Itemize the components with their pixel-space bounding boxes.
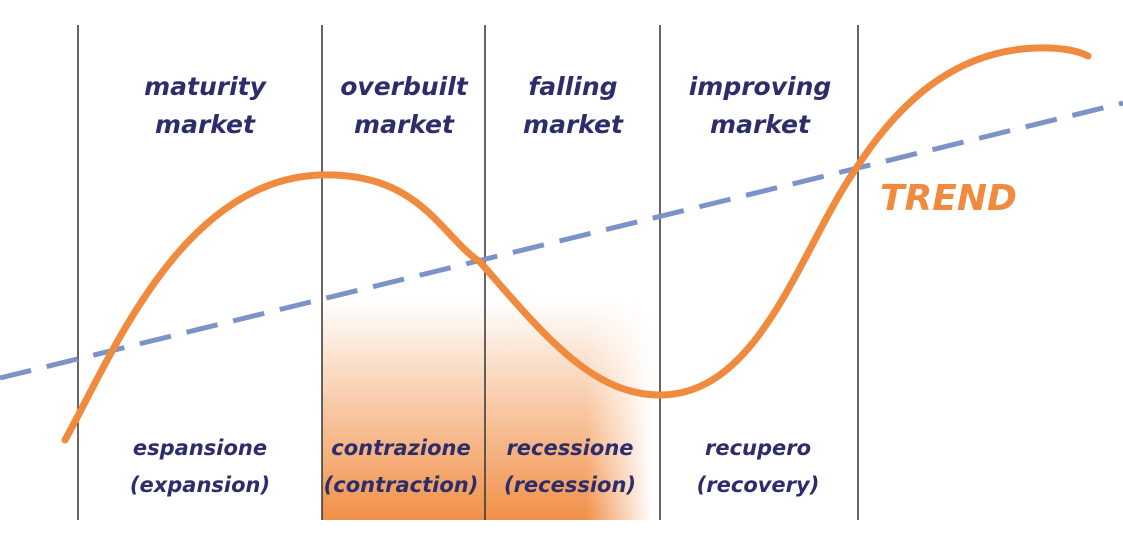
phase-title: improving [689, 72, 832, 101]
phase-title: market [354, 110, 455, 139]
phase-caption: contrazione [331, 436, 470, 460]
phase-caption: (contraction) [324, 473, 479, 497]
phase-title: maturity [144, 72, 268, 101]
phase-title: market [710, 110, 811, 139]
phase-caption: recessione [506, 436, 633, 460]
trend-label: TREND [880, 178, 1017, 219]
phase-title: market [155, 110, 256, 139]
phase-title: falling [528, 72, 617, 101]
phase-caption: (recovery) [697, 473, 820, 497]
phase-title: market [523, 110, 624, 139]
cycle-curve [61, 44, 1092, 444]
phase-caption: recupero [705, 436, 811, 460]
phase-caption: espansione [133, 436, 267, 460]
phase-caption: (recession) [504, 473, 636, 497]
phase-title: overbuilt [340, 72, 469, 101]
phase-labels: maturity market espansione (expansion) overb… [130, 72, 832, 497]
shaded-area [322, 300, 652, 520]
trend-line [0, 100, 1123, 381]
phase-caption: (expansion) [130, 473, 270, 497]
